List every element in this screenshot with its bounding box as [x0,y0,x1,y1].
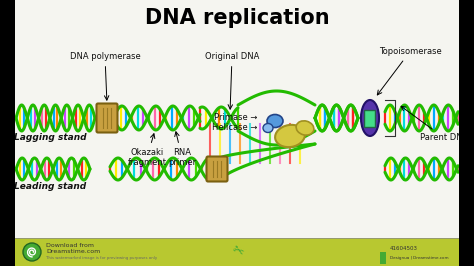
Text: This watermarked image is for previewing purposes only: This watermarked image is for previewing… [46,256,157,260]
Ellipse shape [263,123,273,132]
FancyBboxPatch shape [365,110,375,127]
Ellipse shape [296,121,314,135]
FancyBboxPatch shape [207,156,228,181]
FancyBboxPatch shape [97,103,118,132]
Text: Helicase →: Helicase → [211,123,257,131]
Bar [380,258,386,264]
Text: Okazaki
fragment: Okazaki fragment [128,134,166,167]
Bar [15,238,459,266]
Text: Original DNA: Original DNA [205,52,259,109]
Ellipse shape [275,125,305,147]
Bar [0,0,15,266]
Bar [380,252,386,258]
Text: Topoisomerase: Topoisomerase [377,47,441,95]
Ellipse shape [267,114,283,127]
Ellipse shape [361,100,379,136]
Text: DNA polymerase: DNA polymerase [70,52,140,100]
Text: Leading stand: Leading stand [14,182,86,191]
Text: Designua | Dreamstime.com: Designua | Dreamstime.com [390,256,448,260]
Text: 41604503: 41604503 [390,246,418,251]
Text: Download from: Download from [46,243,94,248]
Text: Dreamstime.com: Dreamstime.com [46,249,100,254]
Text: RNA
primer: RNA primer [168,132,196,167]
Text: Lagging stand: Lagging stand [14,133,86,142]
Text: ✂: ✂ [228,242,246,260]
Text: Parent DNA: Parent DNA [401,106,468,143]
Text: DNA replication: DNA replication [145,8,329,28]
Ellipse shape [23,243,41,261]
Bar [459,0,474,266]
Text: Primase →: Primase → [214,114,257,123]
